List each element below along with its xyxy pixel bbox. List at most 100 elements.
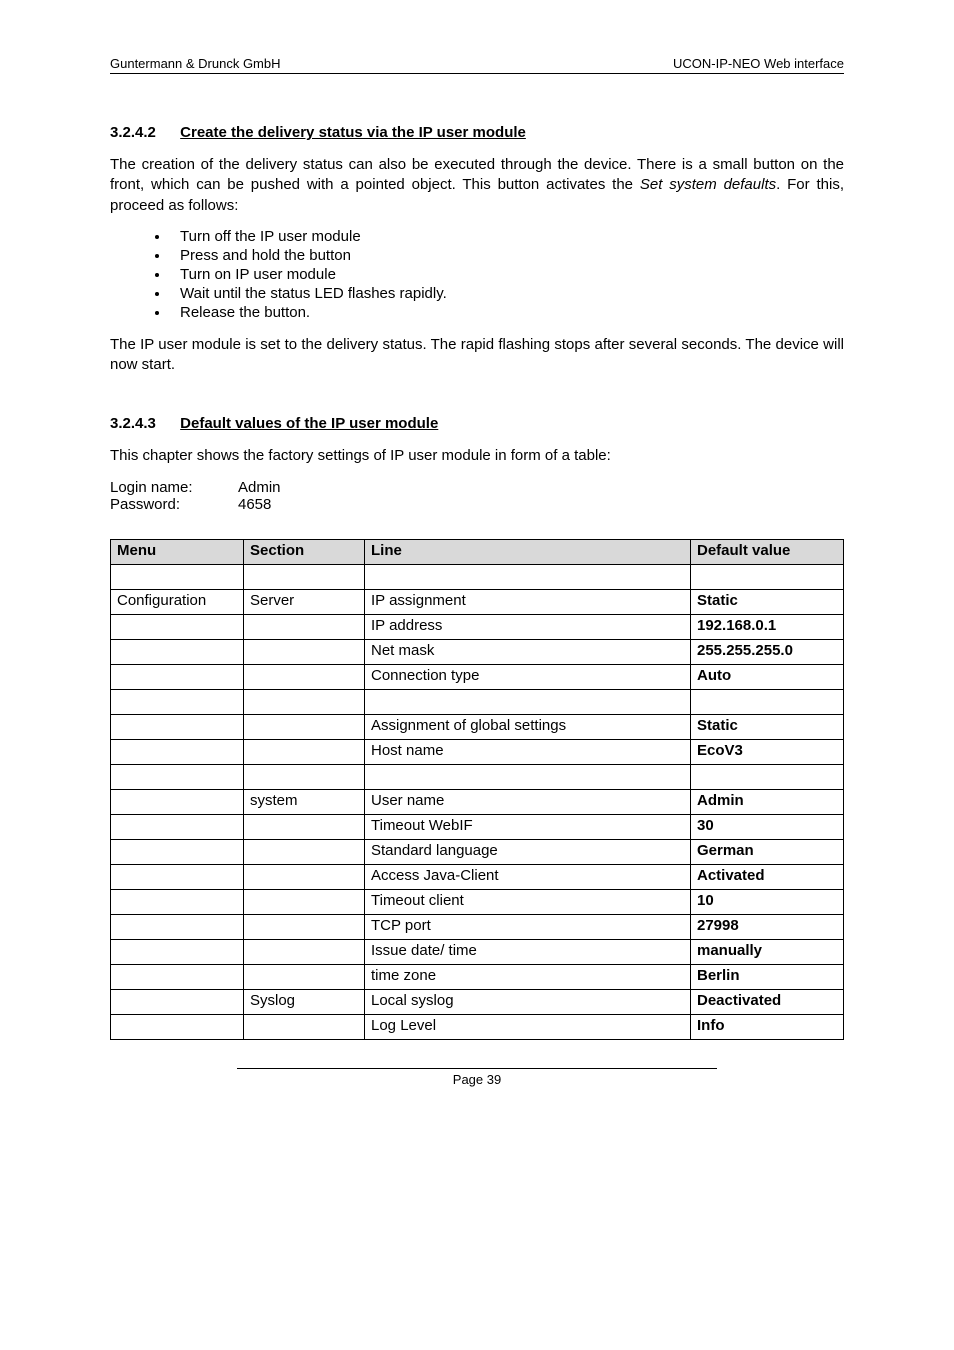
- cell-value: Auto: [691, 664, 844, 689]
- table-row: Timeout WebIF30: [111, 814, 844, 839]
- cell-section: [244, 939, 365, 964]
- cell-value: Static: [691, 589, 844, 614]
- cell-menu: [111, 964, 244, 989]
- cell-menu: [111, 889, 244, 914]
- cell-section: [244, 739, 365, 764]
- table-row: ConfigurationServerIP assignmentStatic: [111, 589, 844, 614]
- table-row: time zoneBerlin: [111, 964, 844, 989]
- page-footer: Page 39: [110, 1068, 844, 1087]
- section-number: 3.2.4.2: [110, 124, 176, 141]
- cell-line: Timeout WebIF: [365, 814, 691, 839]
- cell-line: IP address: [365, 614, 691, 639]
- cell-line: Timeout client: [365, 889, 691, 914]
- table-row: Access Java-ClientActivated: [111, 864, 844, 889]
- password-row: Password: 4658: [110, 496, 844, 513]
- cell-value: 30: [691, 814, 844, 839]
- cell-section: [244, 639, 365, 664]
- cell-menu: [111, 739, 244, 764]
- cell-value: Static: [691, 714, 844, 739]
- section-title: Create the delivery status via the IP us…: [180, 124, 526, 141]
- cell-line: Issue date/ time: [365, 939, 691, 964]
- cell-value: Activated: [691, 864, 844, 889]
- cell-line: Net mask: [365, 639, 691, 664]
- bullet-item: Press and hold the button: [170, 247, 844, 264]
- section-heading-2: 3.2.4.3 Default values of the IP user mo…: [110, 415, 844, 432]
- cell-line: IP assignment: [365, 589, 691, 614]
- cell-menu: [111, 814, 244, 839]
- table-row: [111, 564, 844, 589]
- table-row: [111, 764, 844, 789]
- password-value: 4658: [238, 496, 271, 513]
- cell-line: Host name: [365, 739, 691, 764]
- bullet-item: Turn off the IP user module: [170, 228, 844, 245]
- document-page: Guntermann & Drunck GmbH UCON-IP-NEO Web…: [0, 0, 954, 1350]
- header-right: UCON-IP-NEO Web interface: [673, 56, 844, 71]
- cell-menu: [111, 664, 244, 689]
- cell-value: [691, 564, 844, 589]
- th-line: Line: [365, 539, 691, 564]
- th-value: Default value: [691, 539, 844, 564]
- cell-section: [244, 814, 365, 839]
- cell-menu: [111, 914, 244, 939]
- cell-section: [244, 714, 365, 739]
- cell-line: Assignment of global settings: [365, 714, 691, 739]
- page-header: Guntermann & Drunck GmbH UCON-IP-NEO Web…: [110, 56, 844, 74]
- cell-value: [691, 689, 844, 714]
- cell-section: Server: [244, 589, 365, 614]
- cell-section: Syslog: [244, 989, 365, 1014]
- table-row: Issue date/ timemanually: [111, 939, 844, 964]
- table-row: Net mask255.255.255.0: [111, 639, 844, 664]
- table-row: IP address192.168.0.1: [111, 614, 844, 639]
- page-number: Page 39: [453, 1072, 501, 1087]
- cell-value: EcoV3: [691, 739, 844, 764]
- table-body: ConfigurationServerIP assignmentStaticIP…: [111, 564, 844, 1039]
- bullet-item: Wait until the status LED flashes rapidl…: [170, 285, 844, 302]
- footer-rule: [237, 1068, 717, 1069]
- cell-value: Deactivated: [691, 989, 844, 1014]
- cell-line: [365, 564, 691, 589]
- cell-value: Info: [691, 1014, 844, 1039]
- cell-menu: [111, 864, 244, 889]
- table-row: SyslogLocal syslogDeactivated: [111, 989, 844, 1014]
- cell-menu: [111, 789, 244, 814]
- cell-line: time zone: [365, 964, 691, 989]
- cell-menu: Configuration: [111, 589, 244, 614]
- section-title: Default values of the IP user module: [180, 415, 438, 432]
- table-row: TCP port27998: [111, 914, 844, 939]
- para-text-italic: Set system defaults: [640, 176, 776, 193]
- cell-line: Access Java-Client: [365, 864, 691, 889]
- cell-section: [244, 964, 365, 989]
- bullet-item: Turn on IP user module: [170, 266, 844, 283]
- login-name-row: Login name: Admin: [110, 479, 844, 496]
- table-row: [111, 689, 844, 714]
- cell-value: German: [691, 839, 844, 864]
- cell-value: manually: [691, 939, 844, 964]
- cell-menu: [111, 714, 244, 739]
- cell-line: User name: [365, 789, 691, 814]
- table-row: Connection typeAuto: [111, 664, 844, 689]
- table-row: Standard languageGerman: [111, 839, 844, 864]
- cell-line: [365, 764, 691, 789]
- cell-line: Local syslog: [365, 989, 691, 1014]
- cell-section: [244, 864, 365, 889]
- cell-value: Admin: [691, 789, 844, 814]
- table-row: Log LevelInfo: [111, 1014, 844, 1039]
- cell-line: Log Level: [365, 1014, 691, 1039]
- cell-value: Berlin: [691, 964, 844, 989]
- header-left: Guntermann & Drunck GmbH: [110, 56, 281, 71]
- bullet-item: Release the button.: [170, 304, 844, 321]
- cell-value: 27998: [691, 914, 844, 939]
- cell-line: TCP port: [365, 914, 691, 939]
- login-credentials: Login name: Admin Password: 4658: [110, 479, 844, 513]
- defaults-table: Menu Section Line Default value Configur…: [110, 539, 844, 1040]
- cell-value: 192.168.0.1: [691, 614, 844, 639]
- cell-menu: [111, 564, 244, 589]
- cell-menu: [111, 939, 244, 964]
- section-number: 3.2.4.3: [110, 415, 176, 432]
- cell-menu: [111, 989, 244, 1014]
- login-name-value: Admin: [238, 479, 281, 496]
- section1-para1: The creation of the delivery status can …: [110, 155, 844, 216]
- cell-menu: [111, 839, 244, 864]
- password-label: Password:: [110, 496, 238, 513]
- cell-menu: [111, 764, 244, 789]
